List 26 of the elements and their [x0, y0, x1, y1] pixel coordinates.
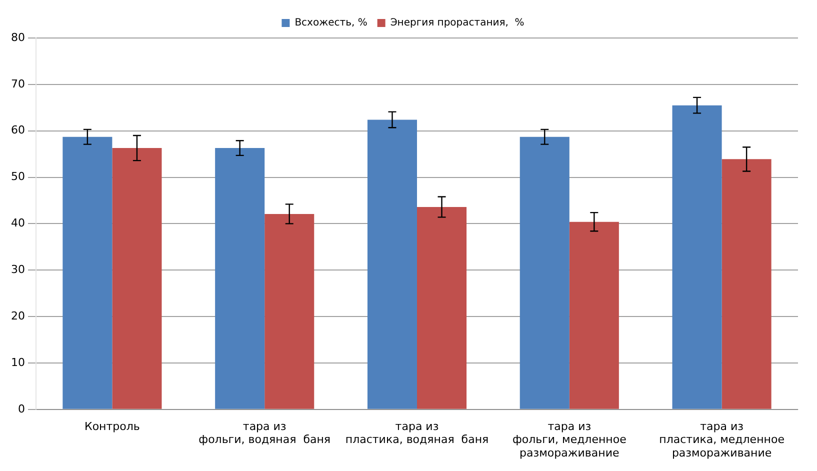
x-tick-label: тара из пластика, медленное размораживание [659, 420, 785, 460]
legend-label: Энергия прорастания, % [390, 18, 524, 29]
bar [367, 120, 417, 409]
y-tick-label: 50 [10, 170, 25, 184]
bar [112, 148, 162, 409]
y-tick-label: 10 [10, 356, 25, 369]
bar [62, 136, 112, 409]
y-tick-label: 30 [10, 262, 25, 276]
x-tick-label: тара из фольги, медленное размораживание [512, 420, 627, 460]
bar [569, 222, 619, 409]
y-tick-label: 40 [10, 216, 25, 230]
bar [672, 105, 722, 409]
bar [215, 148, 265, 409]
bar [264, 214, 314, 409]
y-tick-label: 80 [10, 30, 25, 44]
legend-label: Всхожесть, % [294, 18, 368, 29]
y-tick-label: 0 [18, 402, 25, 416]
bar [520, 136, 570, 409]
y-tick-label: 70 [10, 77, 25, 90]
bar [722, 159, 772, 409]
x-tick-label: тара из фольги, водяная баня [198, 420, 331, 446]
x-tick-label: Контроль [84, 420, 140, 433]
y-tick-label: 20 [10, 309, 25, 322]
y-tick-label: 60 [10, 124, 25, 137]
x-tick-label: тара из пластика, водяная баня [345, 420, 489, 446]
bar [417, 206, 467, 409]
